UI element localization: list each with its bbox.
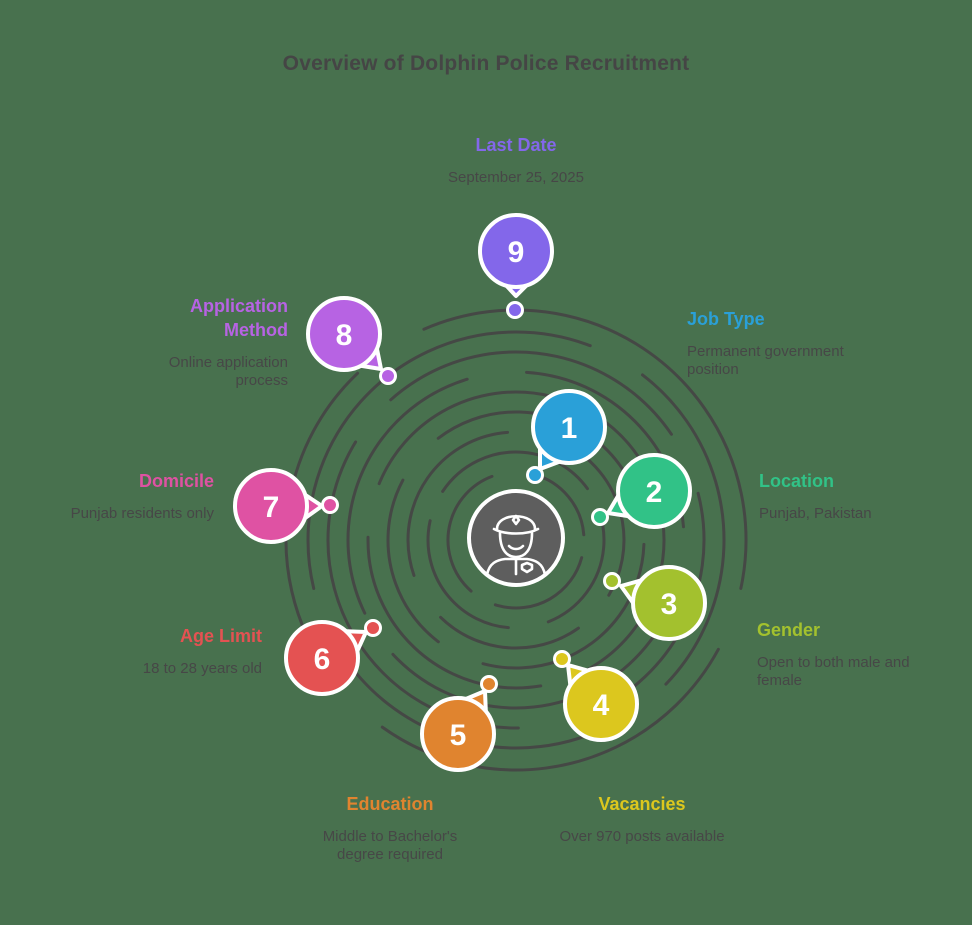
spiral-dots (321, 301, 621, 693)
bubble-1 (531, 389, 607, 471)
spiral-dot-5 (480, 675, 498, 693)
bubble-number-6: 6 (314, 643, 331, 676)
police-officer-icon (485, 514, 547, 577)
item-label: Last Date (475, 135, 557, 155)
label-education: Education Middle to Bachelor's degree re… (285, 792, 495, 864)
bubble-number-8: 8 (336, 319, 353, 352)
label-gender: Gender Open to both male and female (757, 618, 957, 690)
item-description: Over 970 posts available (559, 828, 725, 845)
spiral-dot-6 (364, 619, 382, 637)
item-description: Permanent government position (687, 343, 844, 378)
center-node (467, 489, 565, 587)
page-title: Overview of Dolphin Police Recruitment (282, 52, 690, 75)
item-label: Location (759, 471, 834, 491)
label-application-method: Application Method Online application pr… (138, 294, 288, 390)
bubble-number-3: 3 (661, 588, 678, 621)
spiral-dot-8 (379, 367, 397, 385)
label-domicile: Domicile Punjab residents only (4, 469, 214, 523)
item-description: September 25, 2025 (448, 169, 584, 186)
bubble-9 (478, 213, 554, 298)
label-vacancies: Vacancies Over 970 posts available (537, 792, 747, 846)
item-description: 18 to 28 years old (142, 660, 262, 677)
item-label: Job Type (687, 309, 765, 329)
spiral-dot-2 (591, 508, 609, 526)
item-label: Domicile (138, 471, 214, 491)
item-description: Punjab residents only (70, 505, 214, 522)
bubble-2 (606, 453, 692, 529)
item-label: Vacancies (598, 794, 686, 814)
label-job-type: Job Type Permanent government position (687, 307, 887, 379)
bubble-8 (306, 296, 383, 372)
bubble-numbers: 1 2 3 4 5 6 7 8 9 (263, 236, 678, 752)
center-circle (467, 489, 565, 587)
bubble-number-1: 1 (561, 412, 578, 445)
item-description: Punjab, Pakistan (759, 505, 872, 522)
bubble-6 (284, 620, 368, 696)
bubble-number-5: 5 (450, 719, 467, 752)
spiral-dot-3 (603, 572, 621, 590)
item-description: Middle to Bachelor's degree required (322, 828, 458, 863)
bubble-number-7: 7 (263, 491, 280, 524)
spiral-ring (346, 370, 686, 710)
item-label: Gender (757, 620, 821, 640)
item-description: Open to both male and female (757, 654, 910, 689)
label-location: Location Punjab, Pakistan (759, 469, 959, 523)
bubbles (233, 213, 707, 772)
bubble-3 (619, 565, 707, 641)
item-description: Online application process (168, 354, 288, 389)
bubble-number-9: 9 (508, 236, 525, 269)
spiral-dot-7 (321, 496, 339, 514)
bubble-number-2: 2 (646, 476, 663, 509)
spiral-dot-4 (553, 650, 571, 668)
bubble-number-4: 4 (593, 689, 610, 722)
item-label: Education (346, 794, 434, 814)
item-label: Application Method (190, 296, 288, 340)
bubble-7 (233, 468, 324, 544)
item-label: Age Limit (179, 626, 262, 646)
bubble-5 (420, 689, 496, 772)
label-age-limit: Age Limit 18 to 28 years old (52, 624, 262, 678)
spiral-ring (406, 430, 626, 650)
spiral-dot-9 (506, 301, 524, 319)
spiral-ring (426, 450, 606, 630)
spiral-dot-1 (526, 466, 544, 484)
label-last-date: Last Date September 25, 2025 (366, 133, 666, 187)
bubble-4 (563, 663, 639, 742)
